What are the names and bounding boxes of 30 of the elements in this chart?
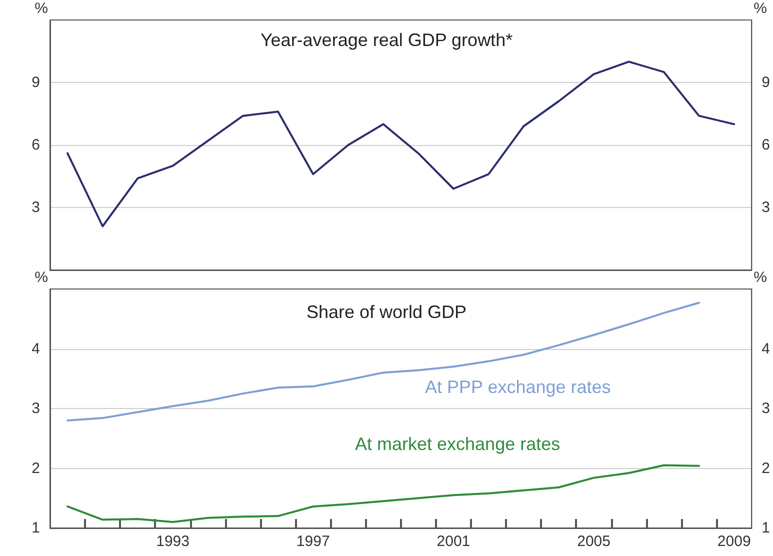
- y-axis-title: %: [34, 269, 48, 286]
- line-series: [66, 302, 700, 422]
- x-tick-label: 2009: [717, 533, 751, 550]
- y2-tick-label: 3: [762, 199, 770, 216]
- y-tick-label: 3: [32, 199, 40, 216]
- y-tick-label: 6: [32, 136, 40, 154]
- line-series: [66, 464, 700, 524]
- y2-axis-title: %: [754, 269, 767, 286]
- y-axis-title: %: [34, 0, 48, 17]
- y-tick-label: 1: [32, 520, 40, 536]
- y-tick-label: 3: [32, 400, 40, 417]
- x-tick-label: 1993: [156, 533, 190, 550]
- y2-tick-label: 9: [762, 74, 770, 91]
- x-tick-label: 2001: [436, 533, 470, 550]
- y-tick-label: 9: [32, 74, 40, 91]
- text: Year-average real GDP growth*: [260, 30, 513, 50]
- y2-tick-label: 1: [762, 520, 770, 536]
- y-tick-label: 2: [32, 460, 40, 477]
- text: Share of world GDP: [306, 302, 467, 322]
- x-tick-label: 1997: [296, 533, 330, 550]
- y2-axis-title: %: [754, 0, 767, 17]
- series-label: At PPP exchange rates: [425, 377, 611, 397]
- y2-tick-label: 2: [762, 460, 770, 477]
- x-tick-label: 2005: [577, 533, 610, 550]
- y2-tick-label: 6: [762, 136, 770, 154]
- line-series: [66, 60, 736, 228]
- series-label: At market exchange rates: [355, 434, 560, 454]
- y-tick-label: 4: [32, 340, 40, 358]
- y2-tick-label: 3: [762, 400, 770, 417]
- y2-tick-label: 4: [762, 340, 770, 358]
